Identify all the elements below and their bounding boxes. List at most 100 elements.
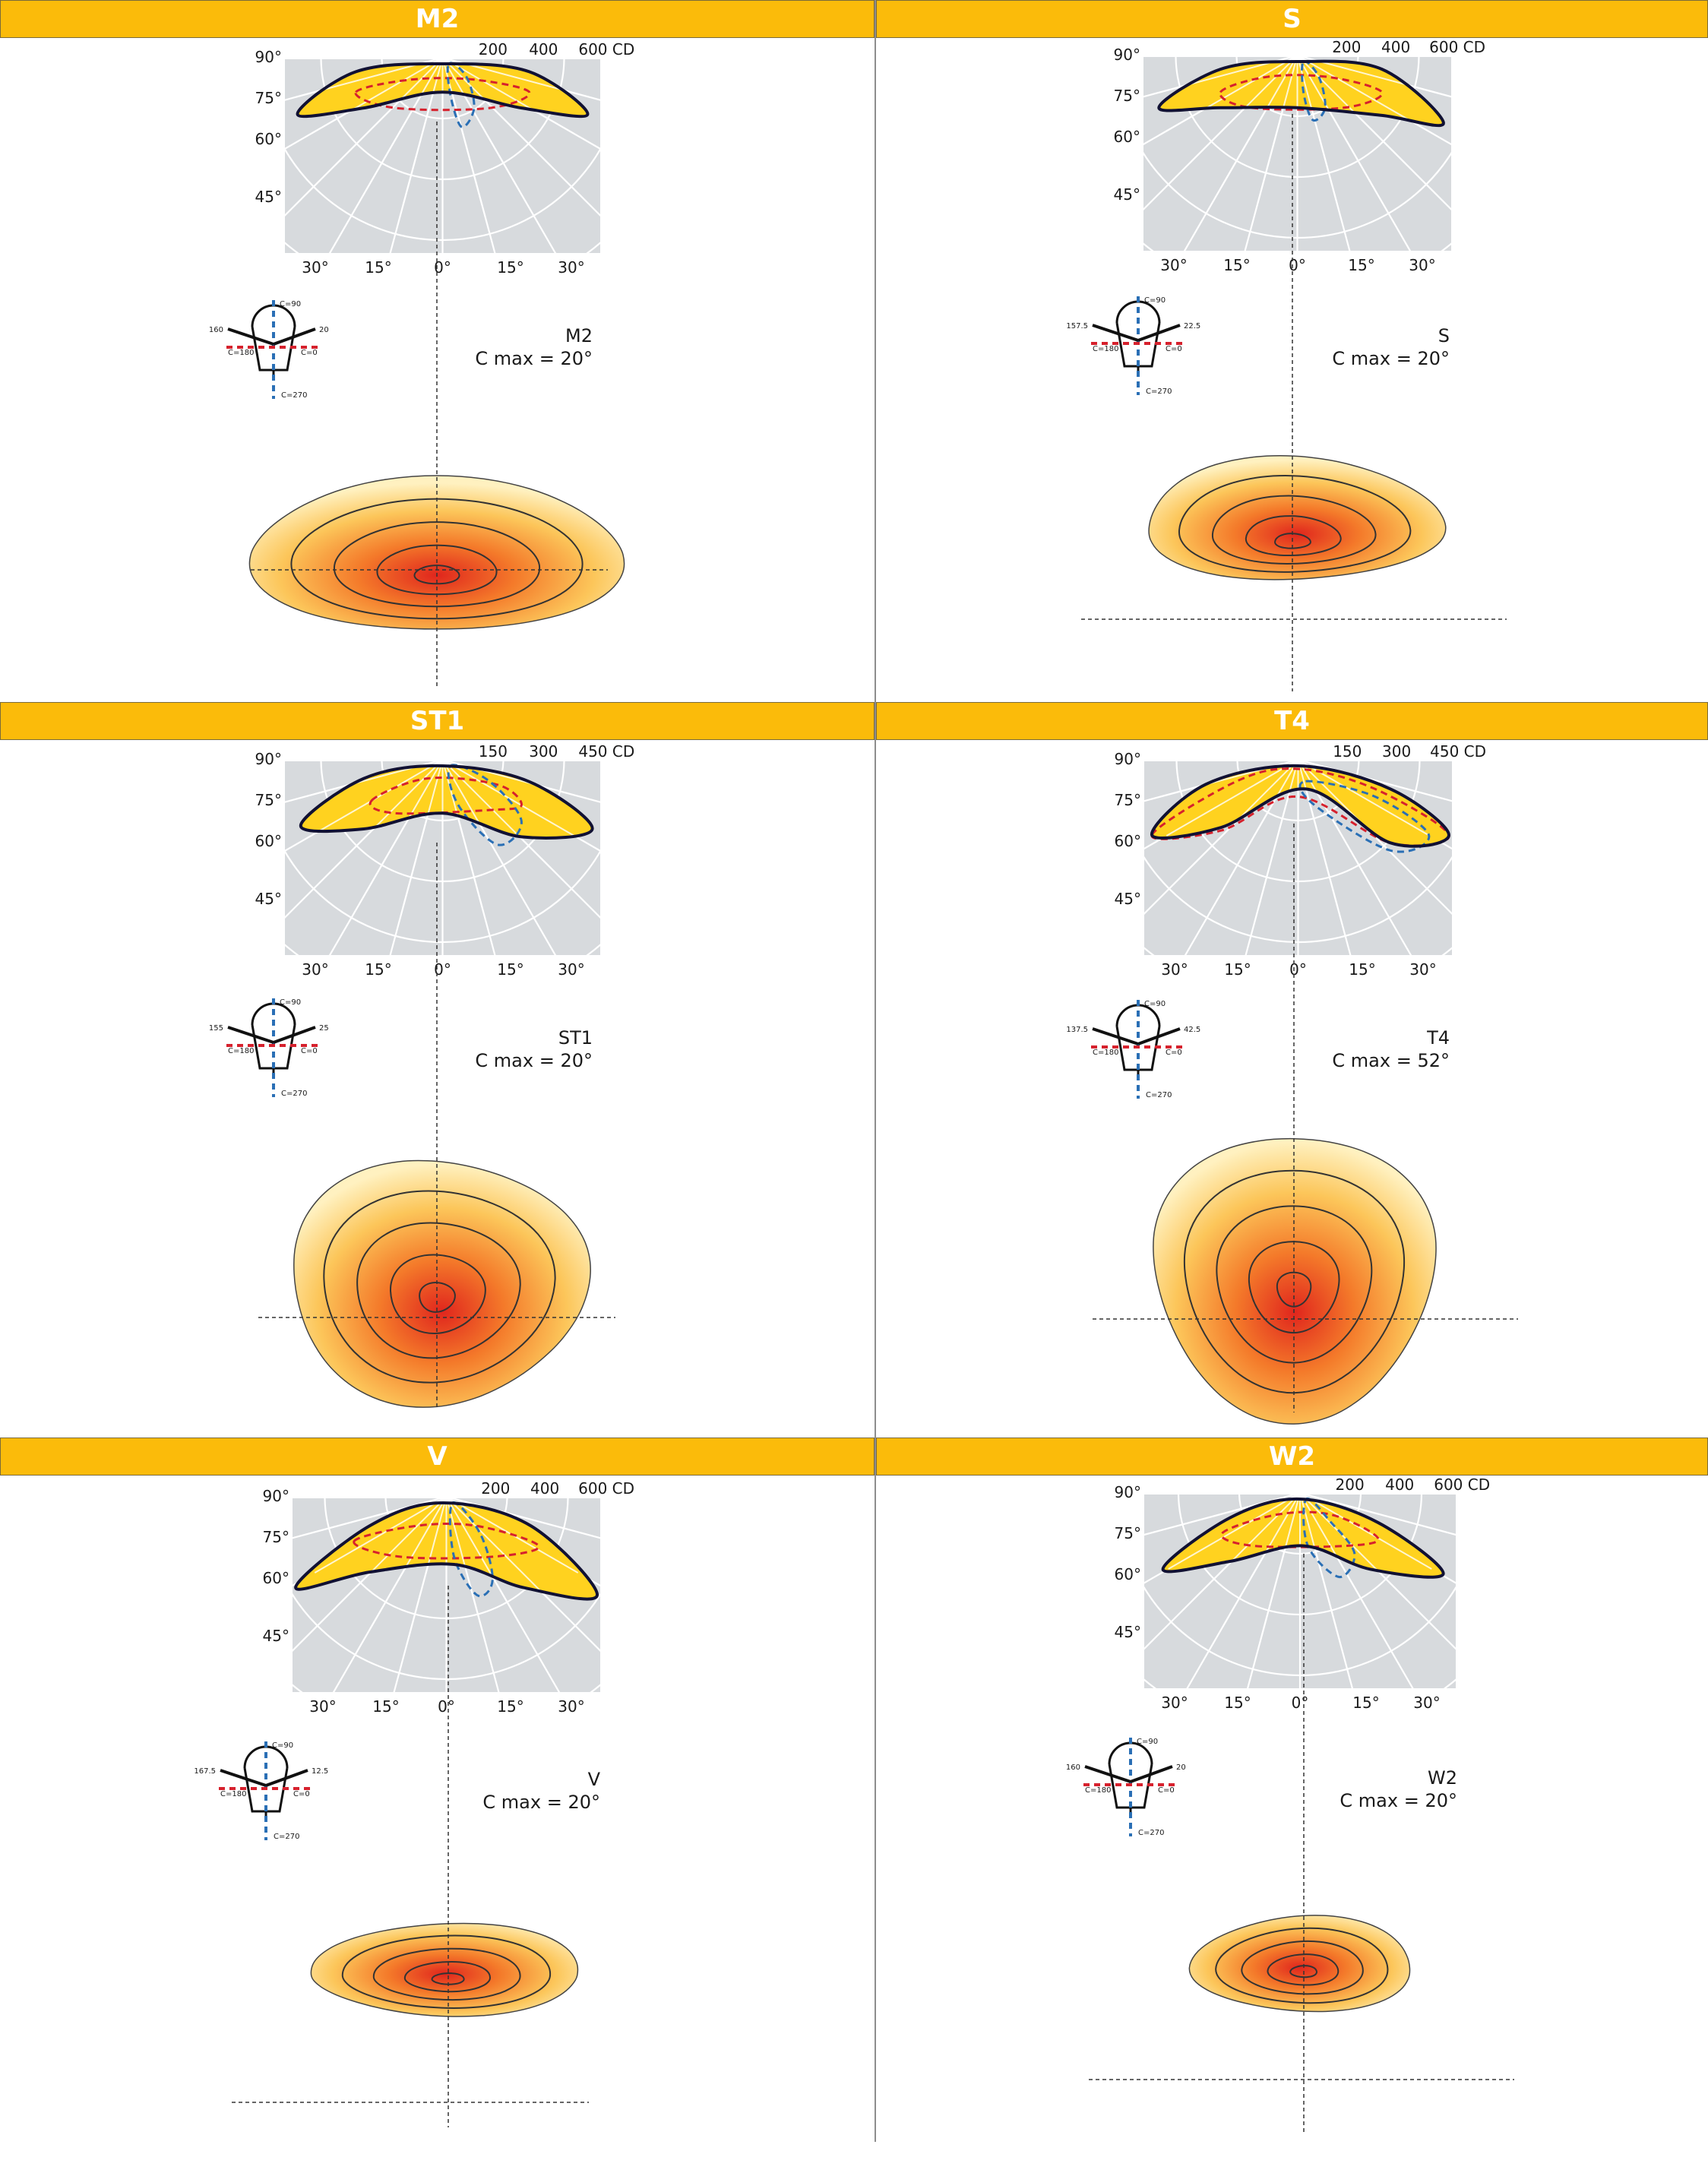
polar-angle-label: 45°: [255, 188, 282, 206]
polar-angle-label: 30°: [1409, 256, 1435, 274]
scale-label: 150: [479, 742, 508, 761]
polar-angle-label: 15°: [497, 960, 523, 979]
polar-angle-label: 15°: [1223, 256, 1250, 274]
label-c0: C=0: [293, 1790, 310, 1798]
polar-angle-label: 90°: [1115, 1483, 1141, 1501]
label-c0: C=0: [1166, 345, 1182, 353]
label-c0: C=0: [1166, 1049, 1182, 1057]
polar-angle-label: 90°: [263, 1487, 289, 1505]
polar-angle-label: 30°: [1413, 1694, 1440, 1712]
polar-angle-label: 15°: [1348, 256, 1374, 274]
label-angle-right: 20: [319, 326, 329, 334]
label-c180: C=180: [1085, 1786, 1111, 1795]
scale-label: 200: [1336, 1476, 1365, 1494]
label-c270: C=270: [1146, 1091, 1172, 1099]
polar-angle-label: 0°: [1289, 960, 1307, 979]
model-name: S: [1438, 325, 1450, 346]
polar-angle-label: 60°: [1115, 832, 1141, 850]
label-c270: C=270: [281, 1090, 307, 1098]
c-max-label: C max = 52°: [1332, 1050, 1450, 1071]
scale-label: 600 CD: [578, 40, 634, 59]
polar-angle-label: 30°: [1161, 960, 1188, 979]
polar-angle-label: 15°: [365, 960, 391, 979]
label-angle-right: 12.5: [312, 1767, 328, 1776]
model-name: M2: [565, 325, 593, 346]
scale-label: 600 CD: [578, 1479, 634, 1498]
label-c270: C=270: [1138, 1829, 1164, 1837]
polar-angle-label: 60°: [255, 832, 282, 850]
polar-angle-label: 30°: [558, 1697, 584, 1716]
c-max-label: C max = 20°: [475, 1050, 593, 1071]
scale-label: 400: [529, 40, 558, 59]
label-c90: C=90: [1137, 1738, 1158, 1746]
label-c270: C=270: [274, 1833, 299, 1841]
label-c90: C=90: [1144, 296, 1166, 305]
scale-label: 450 CD: [578, 742, 634, 761]
polar-angle-label: 45°: [255, 890, 282, 908]
label-c180: C=180: [228, 1047, 254, 1055]
polar-angle-label: 45°: [1114, 185, 1140, 204]
polar-angle-label: 15°: [1349, 960, 1375, 979]
scale-label: 600 CD: [1434, 1476, 1490, 1494]
polar-angle-label: 90°: [255, 750, 282, 768]
label-angle-left: 137.5: [1066, 1026, 1088, 1034]
label-c0: C=0: [1158, 1786, 1175, 1795]
polar-angle-label: 90°: [1115, 750, 1141, 768]
polar-angle-label: 75°: [255, 89, 282, 107]
polar-diagram: [0, 0, 899, 514]
scale-label: 400: [1381, 38, 1410, 56]
label-c90: C=90: [272, 1741, 293, 1750]
scale-label: 200: [1332, 38, 1361, 56]
polar-angle-label: 0°: [438, 1697, 455, 1716]
polar-angle-label: 45°: [263, 1627, 289, 1645]
polar-angle-label: 90°: [1114, 46, 1140, 64]
polar-angle-label: 75°: [1114, 87, 1140, 105]
scale-label: 400: [530, 1479, 559, 1498]
label-c180: C=180: [1093, 345, 1118, 353]
label-c270: C=270: [281, 391, 307, 400]
label-angle-left: 155: [209, 1024, 223, 1033]
c-max-label: C max = 20°: [475, 348, 593, 369]
label-angle-left: 160: [209, 326, 223, 334]
c-max-label: C max = 20°: [482, 1792, 600, 1813]
polar-angle-label: 30°: [558, 258, 584, 277]
scale-label: 200: [481, 1479, 510, 1498]
polar-angle-label: 60°: [263, 1569, 289, 1587]
polar-angle-label: 15°: [1224, 960, 1251, 979]
polar-angle-label: 15°: [365, 258, 391, 277]
label-c0: C=0: [301, 1047, 318, 1055]
polar-angle-label: 30°: [1409, 960, 1436, 979]
polar-angle-label: 60°: [1115, 1565, 1141, 1583]
scale-label: 200: [479, 40, 508, 59]
scale-label: 300: [1382, 742, 1411, 761]
label-angle-right: 20: [1176, 1763, 1186, 1772]
scale-label: 450 CD: [1430, 742, 1486, 761]
polar-angle-label: 30°: [309, 1697, 336, 1716]
polar-angle-label: 60°: [255, 130, 282, 148]
label-c0: C=0: [301, 349, 318, 357]
label-c180: C=180: [1093, 1049, 1118, 1057]
model-name: W2: [1428, 1767, 1457, 1789]
label-angle-left: 160: [1066, 1763, 1080, 1772]
scale-label: 150: [1333, 742, 1362, 761]
model-name: T4: [1426, 1027, 1450, 1049]
label-angle-right: 42.5: [1184, 1026, 1200, 1034]
polar-angle-label: 45°: [1115, 890, 1141, 908]
label-angle-right: 25: [319, 1024, 329, 1033]
label-angle-left: 167.5: [194, 1767, 216, 1776]
scale-label: 600 CD: [1429, 38, 1485, 56]
polar-angle-label: 60°: [1114, 128, 1140, 146]
scale-label: 300: [529, 742, 558, 761]
polar-angle-label: 15°: [1224, 1694, 1251, 1712]
label-c90: C=90: [1144, 1000, 1166, 1008]
polar-angle-label: 30°: [302, 258, 328, 277]
label-angle-left: 157.5: [1066, 322, 1088, 331]
label-c90: C=90: [280, 300, 301, 308]
polar-angle-label: 75°: [1115, 1524, 1141, 1542]
c-max-label: C max = 20°: [1340, 1790, 1457, 1811]
